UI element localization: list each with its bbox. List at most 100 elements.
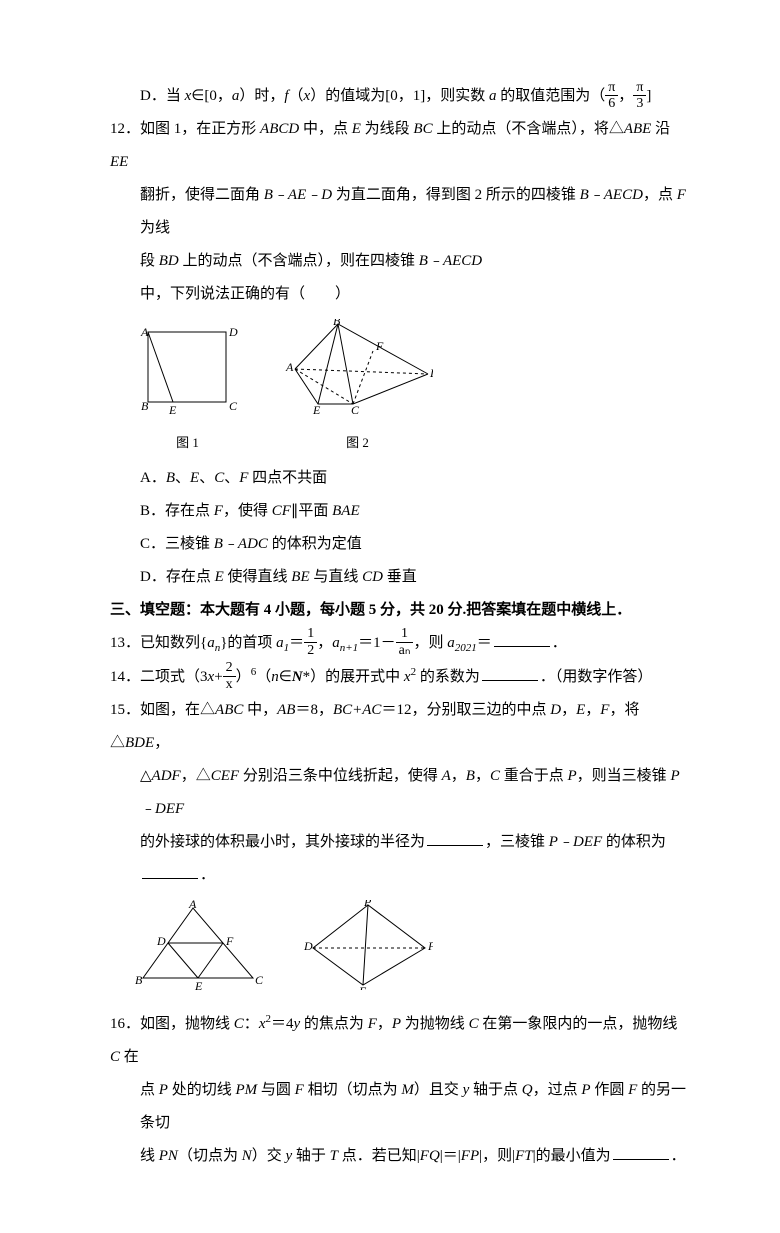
text: 线: [140, 1148, 159, 1164]
label: B: [166, 470, 175, 486]
text: *: [303, 669, 311, 685]
label: T: [330, 1148, 338, 1164]
var: a: [207, 635, 215, 651]
answer-blank[interactable]: [613, 1145, 669, 1160]
q12-line1: 12．如图 1，在正方形 ABCD 中，点 E 为线段 BC 上的动点（不含端点…: [110, 113, 690, 179]
text: 、: [199, 470, 214, 486]
label: E: [576, 702, 585, 718]
text: 轴于: [292, 1148, 330, 1164]
svg-text:C: C: [351, 403, 360, 414]
svg-text:E: E: [312, 403, 321, 414]
denominator: 6: [605, 95, 618, 111]
opt-label: B．存在点: [140, 503, 214, 519]
svg-text:F: F: [427, 939, 433, 953]
label: AB: [277, 702, 295, 718]
text: D．当: [140, 88, 185, 104]
svg-text:D: D: [303, 939, 313, 953]
text: ＝1－: [358, 635, 396, 651]
text: ．: [200, 867, 215, 883]
text: +: [214, 669, 222, 685]
tetrahedron-diagram-icon: P D E F: [303, 900, 433, 990]
label: C: [234, 1016, 244, 1032]
svg-text:F: F: [375, 339, 384, 353]
sub: 2021: [455, 642, 477, 654]
q12-fig1: A D B E C 图 1: [133, 324, 243, 458]
answer-blank[interactable]: [142, 864, 198, 879]
label: B﹣AE﹣D: [264, 187, 332, 203]
text: 与圆: [257, 1082, 295, 1098]
text: ∈[0，: [191, 88, 232, 104]
q11-optD: D．当 x∈[0，a）时，f（x）的值域为[0，1]，则实数 a 的取值范围为（…: [110, 80, 690, 113]
svg-text:E: E: [168, 403, 177, 414]
label: E: [190, 470, 199, 486]
text: ，则当三棱锥: [577, 768, 671, 784]
text: 沿: [651, 121, 670, 137]
text: ，: [154, 735, 169, 751]
label: P: [159, 1082, 168, 1098]
text: 中，下列说法正确的有（ ）: [140, 286, 350, 302]
q-number: 16．: [110, 1016, 140, 1032]
label: C: [469, 1016, 479, 1032]
text: 的体积为: [602, 834, 666, 850]
text: ：: [244, 1016, 259, 1032]
label: P﹣DEF: [549, 834, 602, 850]
q12-optB: B．存在点 F，使得 CF∥平面 BAE: [110, 495, 690, 528]
svg-text:D: D: [228, 325, 238, 339]
svg-text:A: A: [140, 325, 149, 339]
text: |，则|: [479, 1148, 515, 1164]
triangle-diagram-icon: A B C D E F: [133, 900, 263, 990]
svg-text:D: D: [429, 366, 433, 380]
text: ，: [451, 768, 466, 784]
answer-blank[interactable]: [427, 831, 483, 846]
text: ∈: [279, 669, 292, 685]
text: 垂直: [383, 569, 417, 585]
text: ．: [552, 635, 567, 651]
fraction: 2x: [223, 660, 236, 692]
label: F: [677, 187, 686, 203]
text: ＝4: [271, 1016, 294, 1032]
label: CF: [272, 503, 291, 519]
text: 的系数为: [416, 669, 480, 685]
text: ，: [561, 702, 576, 718]
label: F: [295, 1082, 304, 1098]
q12-optC: C．三棱锥 B﹣ADC 的体积为定值: [110, 528, 690, 561]
label: P: [568, 768, 577, 784]
q12-fig2: B A E C D F 图 2: [283, 319, 433, 458]
text: 四点不共面: [248, 470, 327, 486]
label: M: [401, 1082, 414, 1098]
text: ]: [646, 88, 651, 104]
svg-text:P: P: [363, 900, 372, 909]
text: ，三棱锥: [485, 834, 549, 850]
text: ，△: [181, 768, 211, 784]
text: 的焦点为: [300, 1016, 368, 1032]
text: ，使得: [223, 503, 272, 519]
label: B﹣AECD: [419, 253, 482, 269]
numerator: 2: [223, 660, 236, 675]
svg-text:A: A: [188, 900, 197, 911]
answer-blank[interactable]: [482, 666, 538, 681]
denominator: 3: [633, 95, 646, 111]
svg-text:E: E: [358, 984, 367, 990]
text: 的外接球的体积最小时，其外接球的半径为: [140, 834, 425, 850]
answer-blank[interactable]: [494, 632, 550, 647]
opt-label: D．存在点: [140, 569, 215, 585]
q12-figures: A D B E C 图 1 B A E C D F 图 2: [110, 319, 690, 458]
text: ＝: [289, 635, 304, 651]
opt-label: C．三棱锥: [140, 536, 214, 552]
q-number: 12．: [110, 121, 140, 137]
fraction: 1aₙ: [396, 626, 414, 658]
var: n: [271, 669, 279, 685]
text: ）的展开式中: [310, 669, 404, 685]
text: 轴于点: [469, 1082, 522, 1098]
text: ＝: [477, 635, 492, 651]
q16-line1: 16．如图，抛物线 C：x2＝4y 的焦点为 F，P 为抛物线 C 在第一象限内…: [110, 1007, 690, 1074]
text: 上的动点（不含端点），则在四棱锥: [179, 253, 419, 269]
text: 、: [175, 470, 190, 486]
text: 在: [120, 1049, 139, 1065]
var: a: [276, 635, 284, 651]
text: ．: [671, 1148, 686, 1164]
svg-text:C: C: [229, 399, 238, 413]
denominator: x: [223, 676, 236, 692]
text: 处的切线: [168, 1082, 236, 1098]
label: B: [466, 768, 475, 784]
